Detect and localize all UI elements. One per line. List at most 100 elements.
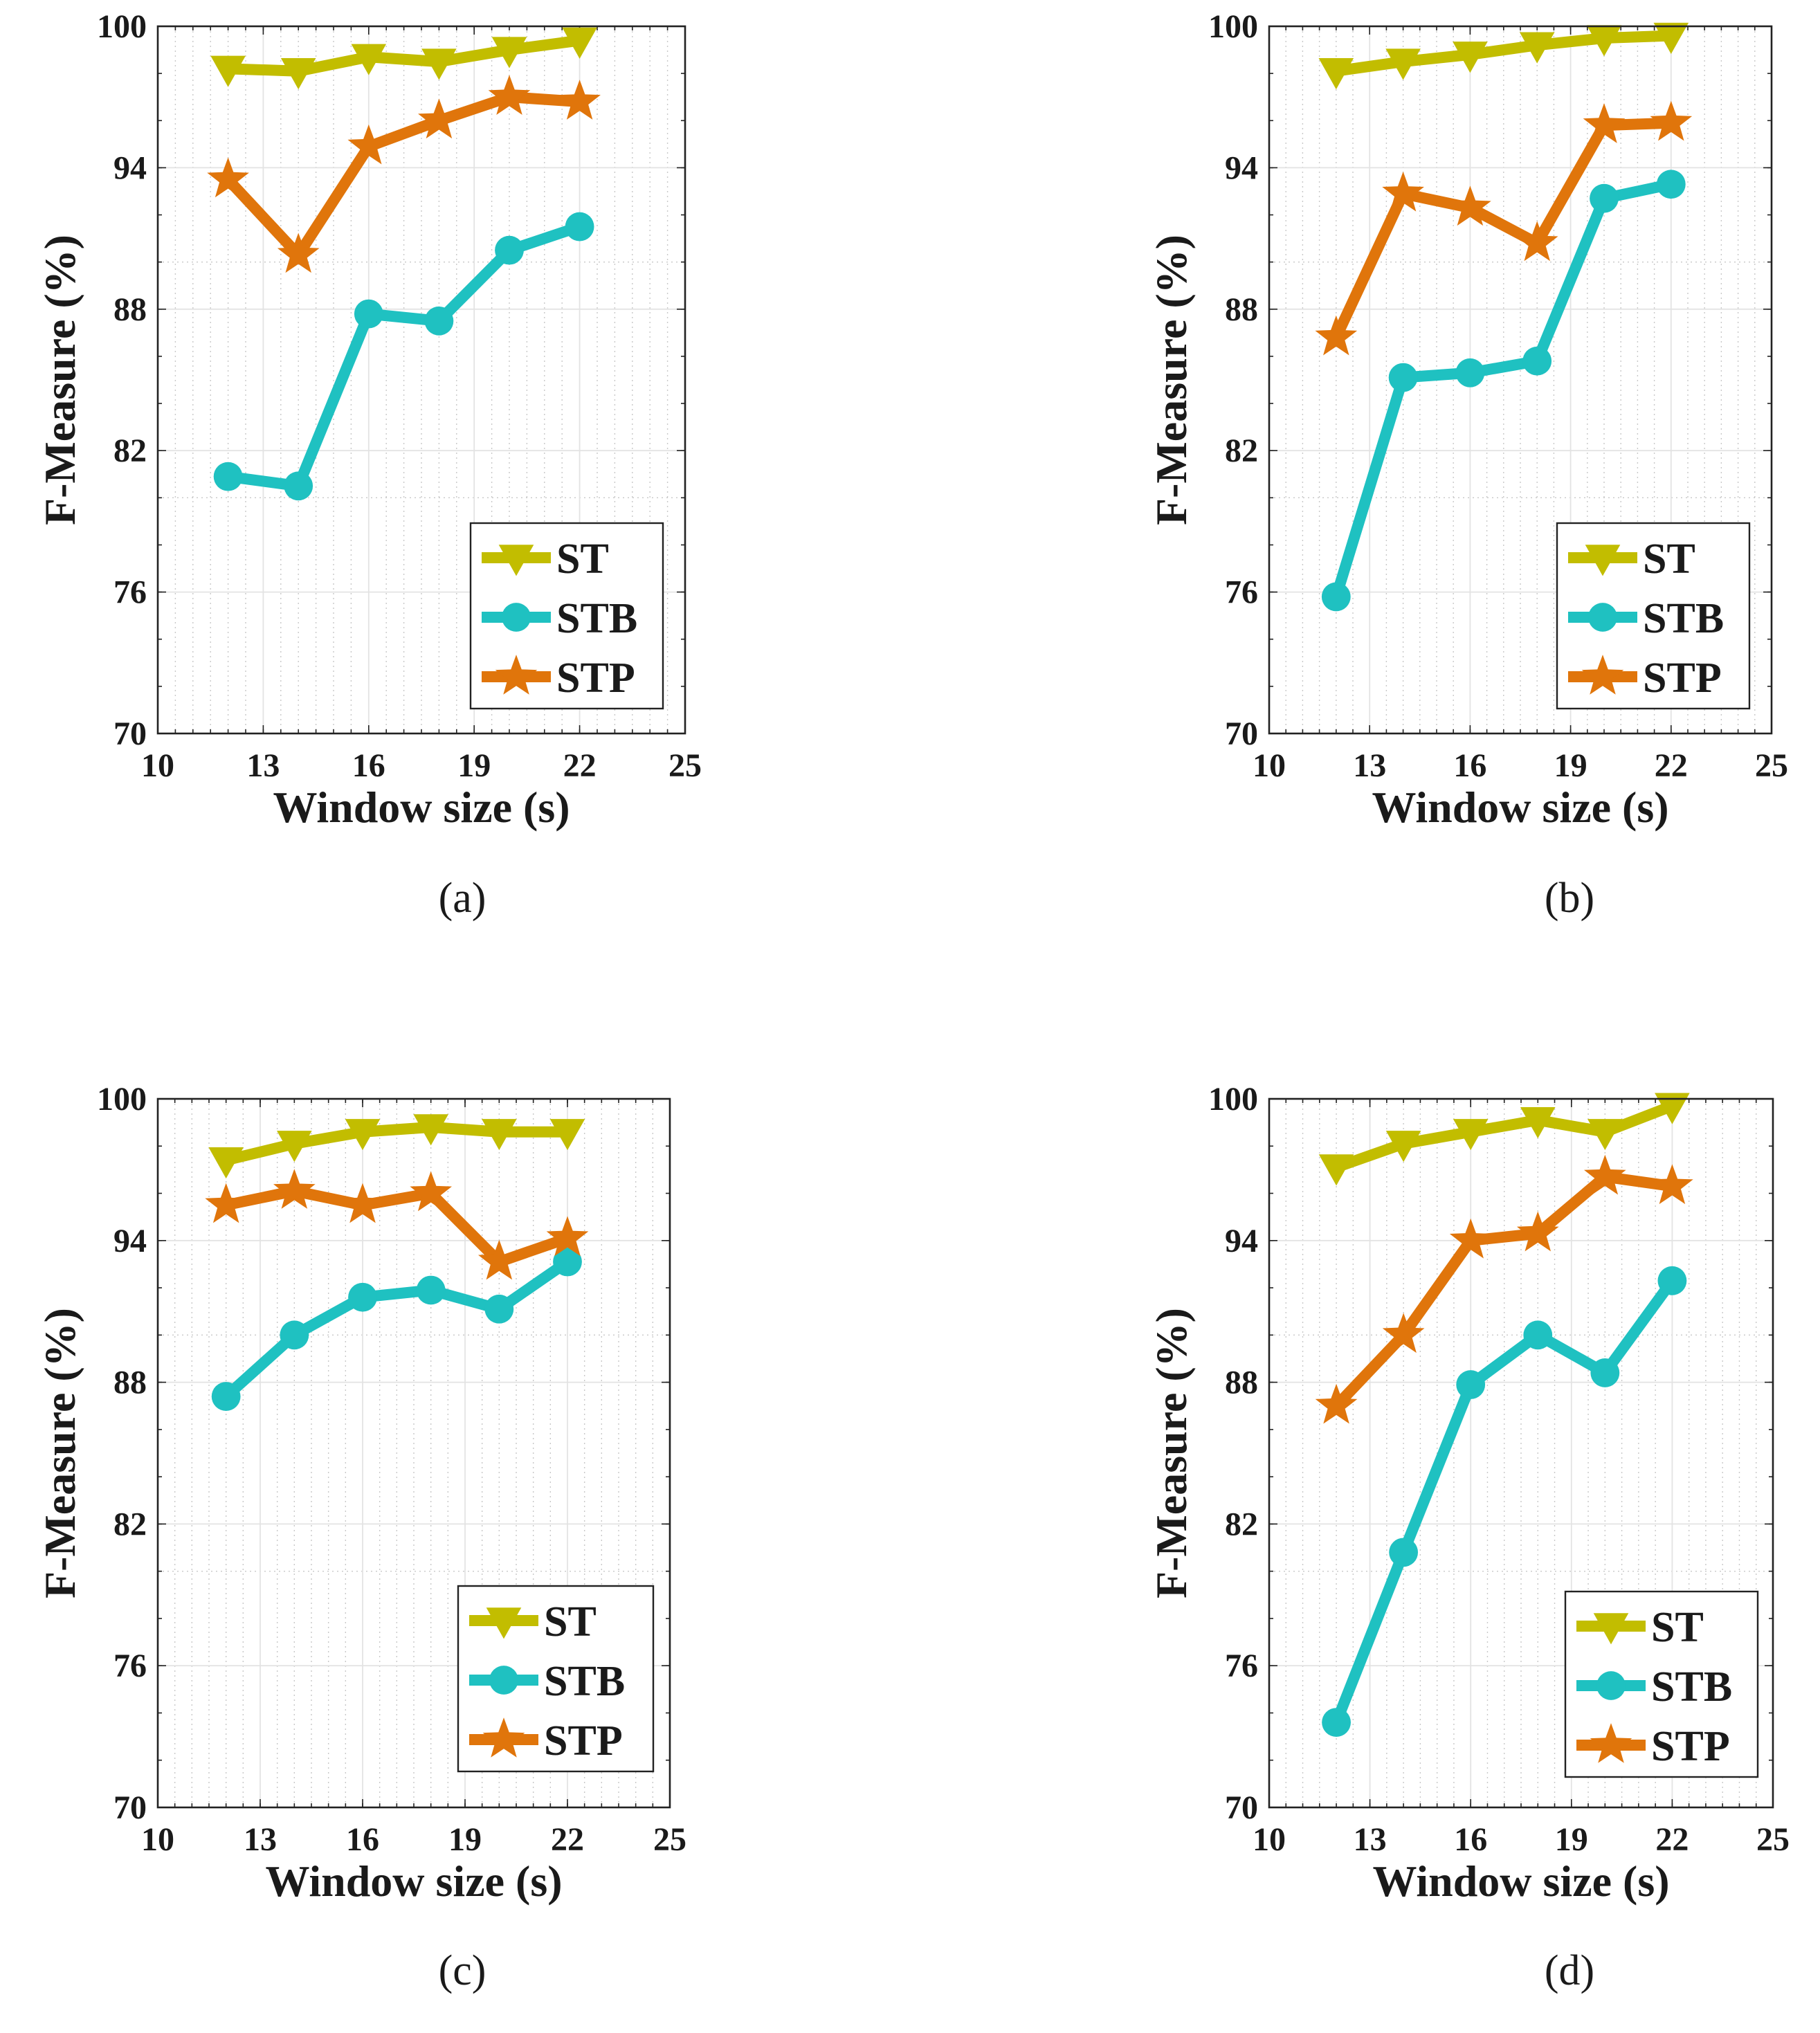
y-tick-label: 82 — [1225, 432, 1258, 469]
panel-caption: (b) — [1545, 875, 1594, 922]
y-tick-label: 88 — [113, 291, 147, 328]
data-point-stb — [1321, 582, 1351, 612]
legend: ST STB STP — [469, 522, 664, 710]
legend-item-st: ST — [1568, 536, 1695, 583]
legend-marker — [489, 1666, 518, 1695]
legend-label: ST — [556, 536, 609, 583]
data-point-stb — [495, 235, 524, 265]
data-point-stp — [488, 75, 531, 116]
x-tick-label: 22 — [551, 1821, 584, 1858]
data-point-st — [1318, 58, 1354, 90]
y-tick-label: 88 — [113, 1365, 147, 1401]
legend-marker — [1588, 603, 1617, 632]
data-point-stb — [484, 1294, 514, 1324]
legend-item-stp: STP — [1576, 1723, 1730, 1770]
data-point-st — [208, 1147, 244, 1179]
x-tick-label: 10 — [1253, 747, 1286, 784]
data-point-stp — [1449, 1218, 1492, 1259]
data-point-stp — [1315, 1383, 1358, 1424]
data-point-stp — [273, 1169, 316, 1209]
legend-label: STB — [544, 1658, 625, 1705]
x-tick-label: 22 — [1655, 747, 1688, 784]
data-point-stp — [1650, 100, 1693, 141]
legend-item-stp: STP — [482, 655, 635, 702]
axis-box — [1268, 25, 1773, 735]
data-point-stp — [410, 1171, 453, 1212]
data-point-stb — [1523, 1320, 1553, 1350]
series-line-stb — [1331, 1275, 1678, 1729]
series-stp — [1315, 1154, 1693, 1424]
data-point-st — [345, 1119, 381, 1151]
data-point-st — [1318, 1154, 1354, 1186]
chart-panel-b: 10 13 16 19 22 25 70 76 82 88 94 100 Window size (s)… — [1147, 8, 1788, 922]
y-tick-label: 94 — [1225, 1223, 1258, 1259]
series-stb — [211, 1247, 582, 1411]
y-tick-label: 76 — [113, 574, 147, 611]
data-point-st — [491, 37, 527, 69]
series-st — [210, 27, 597, 90]
x-tick-label: 16 — [352, 747, 385, 784]
minor-ticks — [157, 1098, 671, 1808]
x-tick-label: 10 — [141, 1821, 174, 1858]
data-point-stp — [1583, 1154, 1626, 1195]
axis-box — [156, 1097, 671, 1809]
data-point-stp — [477, 1239, 520, 1280]
x-tick-label: 25 — [1756, 1821, 1790, 1858]
legend-marker — [1596, 1671, 1626, 1700]
data-point-stb — [354, 299, 383, 329]
data-point-stp — [418, 98, 460, 139]
data-point-stb — [213, 462, 243, 491]
legend-marker — [1593, 1613, 1629, 1645]
data-point-stp — [558, 80, 601, 120]
x-tick-label: 25 — [1755, 747, 1788, 784]
y-tick-label: 70 — [113, 715, 147, 752]
data-point-stp — [546, 1216, 589, 1257]
data-point-stb — [1522, 346, 1552, 376]
legend-marker — [1585, 545, 1621, 576]
y-tick-label: 88 — [1225, 291, 1258, 328]
legend-marker — [482, 1717, 525, 1758]
x-axis-label: Window size (s) — [1372, 783, 1668, 832]
data-point-stb — [1322, 1708, 1351, 1738]
legend-item-stp: STP — [469, 1717, 623, 1765]
data-point-st — [1453, 42, 1488, 73]
series-stb — [1321, 170, 1686, 612]
x-tick-label: 22 — [1655, 1821, 1689, 1858]
legend-item-st: ST — [469, 1598, 597, 1645]
data-point-stb — [553, 1247, 582, 1277]
data-point-stb — [1657, 1266, 1687, 1295]
chart-panel-d: 10 13 16 19 22 25 70 76 82 88 94 100 Window size (s)… — [1147, 1081, 1790, 1994]
x-axis-label: Window size (s) — [273, 783, 570, 832]
legend-item-stp: STP — [1568, 655, 1722, 702]
legend-label: STP — [556, 655, 635, 702]
series-st — [208, 1114, 585, 1179]
legend-marker — [502, 603, 531, 632]
data-point-st — [549, 1119, 585, 1151]
data-point-stb — [1656, 170, 1686, 199]
x-tick-label: 13 — [1353, 747, 1386, 784]
y-tick-label: 76 — [1225, 1648, 1258, 1684]
series-stb — [213, 212, 594, 501]
data-point-stp — [207, 157, 249, 198]
x-tick-label: 13 — [1354, 1821, 1387, 1858]
series-line-stp — [222, 91, 585, 261]
data-point-stb — [424, 306, 454, 336]
y-tick-label: 70 — [113, 1789, 147, 1826]
x-tick-label: 16 — [346, 1821, 379, 1858]
y-tick-label: 100 — [1208, 1081, 1258, 1118]
legend-label: STP — [1651, 1723, 1730, 1770]
x-tick-label: 13 — [244, 1821, 277, 1858]
legend-label: STP — [1643, 655, 1722, 702]
data-point-st — [280, 58, 316, 90]
y-tick-label: 70 — [1225, 715, 1258, 752]
y-tick-label: 94 — [113, 149, 147, 186]
data-point-stb — [1456, 1370, 1486, 1399]
series-stp — [1315, 100, 1693, 356]
series-stp — [205, 1169, 589, 1280]
legend-label: STP — [544, 1717, 623, 1765]
x-tick-label: 13 — [246, 747, 280, 784]
data-point-stp — [1583, 103, 1626, 143]
y-axis-label: F-Measure (%) — [1147, 235, 1196, 525]
legend-label: STB — [1643, 595, 1724, 642]
chart-panel-c: 10 13 16 19 22 25 70 76 82 88 94 100 Window size (s)… — [35, 1081, 686, 1994]
